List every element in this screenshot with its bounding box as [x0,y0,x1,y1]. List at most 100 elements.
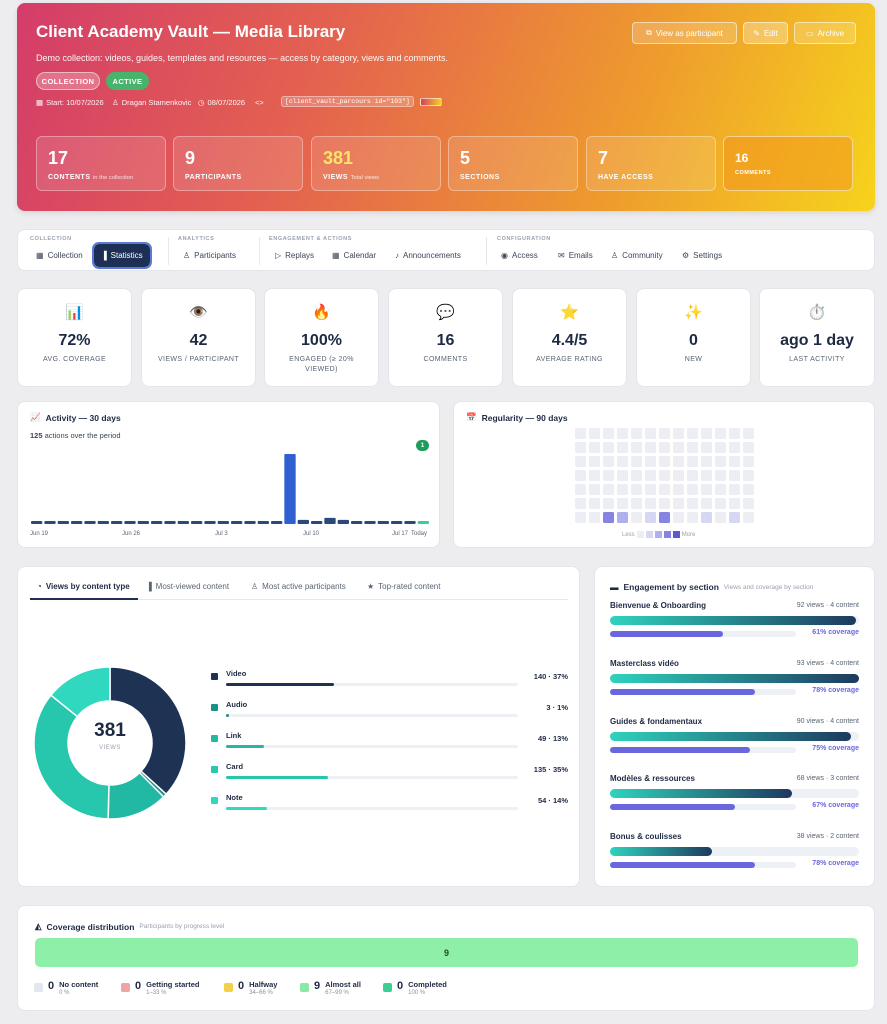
heatmap-cell [589,498,600,509]
level-halfway: 0 Halfway 34–66 % [224,980,277,998]
tab-top-rated[interactable]: ★ Top-rated content [367,582,441,591]
heatmap-cell [701,484,712,495]
heatmap-cell [645,470,656,481]
activity-summary: 125 actions over the period [30,431,121,440]
x-label-jul3: Jul 3 [215,531,228,537]
bar-chart-icon: ▐ [101,251,107,260]
tab-community[interactable]: ♙ Community [611,251,663,260]
kpi-views-per-participant: 👁️ 42 VIEWS / PARTICIPANT [141,288,256,387]
tab-most-active[interactable]: ♙ Most active participants [251,582,346,591]
heatmap-cell [673,512,684,523]
activity-bar [417,521,429,524]
start-date: ▦ Start: 10/07/2026 [36,98,104,107]
activity-bar [271,521,283,524]
active-tab-indicator [30,598,138,600]
activity-bar [324,517,336,524]
edit-button[interactable]: ✎ Edit [743,22,788,44]
star-icon: ★ [367,582,375,591]
heatmap-cell [631,470,642,481]
heatmap-cell [743,456,754,467]
heatmap-cell [589,484,600,495]
nav-group-analytics: ANALYTICS [178,236,215,242]
heatmap-cell [687,442,698,453]
tab-replays[interactable]: ▷ Replays [275,251,315,260]
archive-button[interactable]: ▭ Archive [794,22,856,44]
calendar-icon: ▦ [36,98,44,107]
shortcode[interactable]: [client_vault_parcours id="103"] [281,96,414,107]
nav-group-collection: COLLECTION [30,236,72,242]
donut-slice-note [49,666,111,718]
heatmap-cell [743,498,754,509]
stat-comments: 16 COMMENTS [723,136,853,191]
tab-announcements[interactable]: ♪ Announcements [395,251,461,260]
users-icon: ♙ [251,582,259,591]
tab-emails[interactable]: ✉ Emails [558,251,593,260]
heatmap-cell [687,484,698,495]
heatmap-cell [729,442,740,453]
type-row-audio: Audio 3 · 1% [211,700,568,726]
activity-bar [284,454,296,524]
distribution-subtitle: Participants by progress level [139,923,225,930]
heatmap-cell [631,442,642,453]
activity-bar [44,521,56,524]
activity-bar [257,521,269,524]
gear-icon: ⚙ [682,251,690,260]
heatmap-cell [659,442,670,453]
speech-bubble-icon: 💬 [436,304,455,321]
sections-title: Engagement by section [623,582,719,592]
tab-most-viewed[interactable]: ▐ Most-viewed content [146,582,230,591]
heatmap-cell [715,456,726,467]
activity-bar [124,521,136,524]
heatmap-cell [715,498,726,509]
stat-participants: 9 PARTICIPANTS [173,136,303,191]
activity-bar [297,519,309,524]
heatmap-cell [631,498,642,509]
regularity-heatmap [575,428,754,523]
heatmap-cell [575,498,586,509]
stat-have-access: 7 HAVE ACCESS [586,136,716,191]
tab-settings[interactable]: ⚙ Settings [682,251,723,260]
level-completed: 0 Completed 100 % [383,980,447,998]
heatmap-cell [603,428,614,439]
tab-statistics[interactable]: ▐ Statistics [92,242,152,269]
community-icon: ♙ [611,251,619,260]
heatmap-cell [631,484,642,495]
play-icon: ▷ [275,251,282,260]
heatmap-cell [715,484,726,495]
heatmap-cell [715,470,726,481]
heatmap-cell [715,512,726,523]
nav-group-engagement: ENGAGEMENT & ACTIONS [269,236,352,242]
stopwatch-icon: ⏱️ [807,304,827,321]
edit-icon: ✎ [753,28,760,38]
donut-center-value: 381 [94,720,126,741]
heatmap-cell [631,456,642,467]
mail-icon: ✉ [558,251,565,260]
heatmap-cell [659,498,670,509]
heatmap-cell [617,442,628,453]
activity-bar [404,521,416,524]
tab-calendar[interactable]: ▦ Calendar [332,251,377,260]
activity-bar [217,521,229,524]
nav-group-configuration: CONFIGURATION [497,236,551,242]
activity-bar [111,521,123,524]
activity-bar [97,521,109,524]
heatmap-cell [589,512,600,523]
heatmap-cell [743,428,754,439]
heatmap-cell [575,456,586,467]
activity-bar [231,521,243,524]
calendar-icon: ▦ [332,251,340,260]
user-icon: ♙ [112,98,119,107]
tab-access[interactable]: ◉ Access [501,251,538,260]
heatmap-cell [617,484,628,495]
tab-participants[interactable]: ♙ Participants [183,251,236,260]
type-row-note: Note 54 · 14% [211,793,568,819]
heatmap-cell [673,442,684,453]
users-icon: ♙ [183,251,191,260]
heatmap-cell [715,442,726,453]
tab-collection[interactable]: ▦ Collection [36,251,83,260]
tab-views-by-type[interactable]: ◔ Views by content type [37,582,130,591]
view-as-participant-button[interactable]: ⧉ View as participant [632,22,737,44]
heatmap-cell [645,456,656,467]
collection-hero: Client Academy Vault — Media Library Dem… [17,3,875,211]
activity-bar [31,521,43,524]
